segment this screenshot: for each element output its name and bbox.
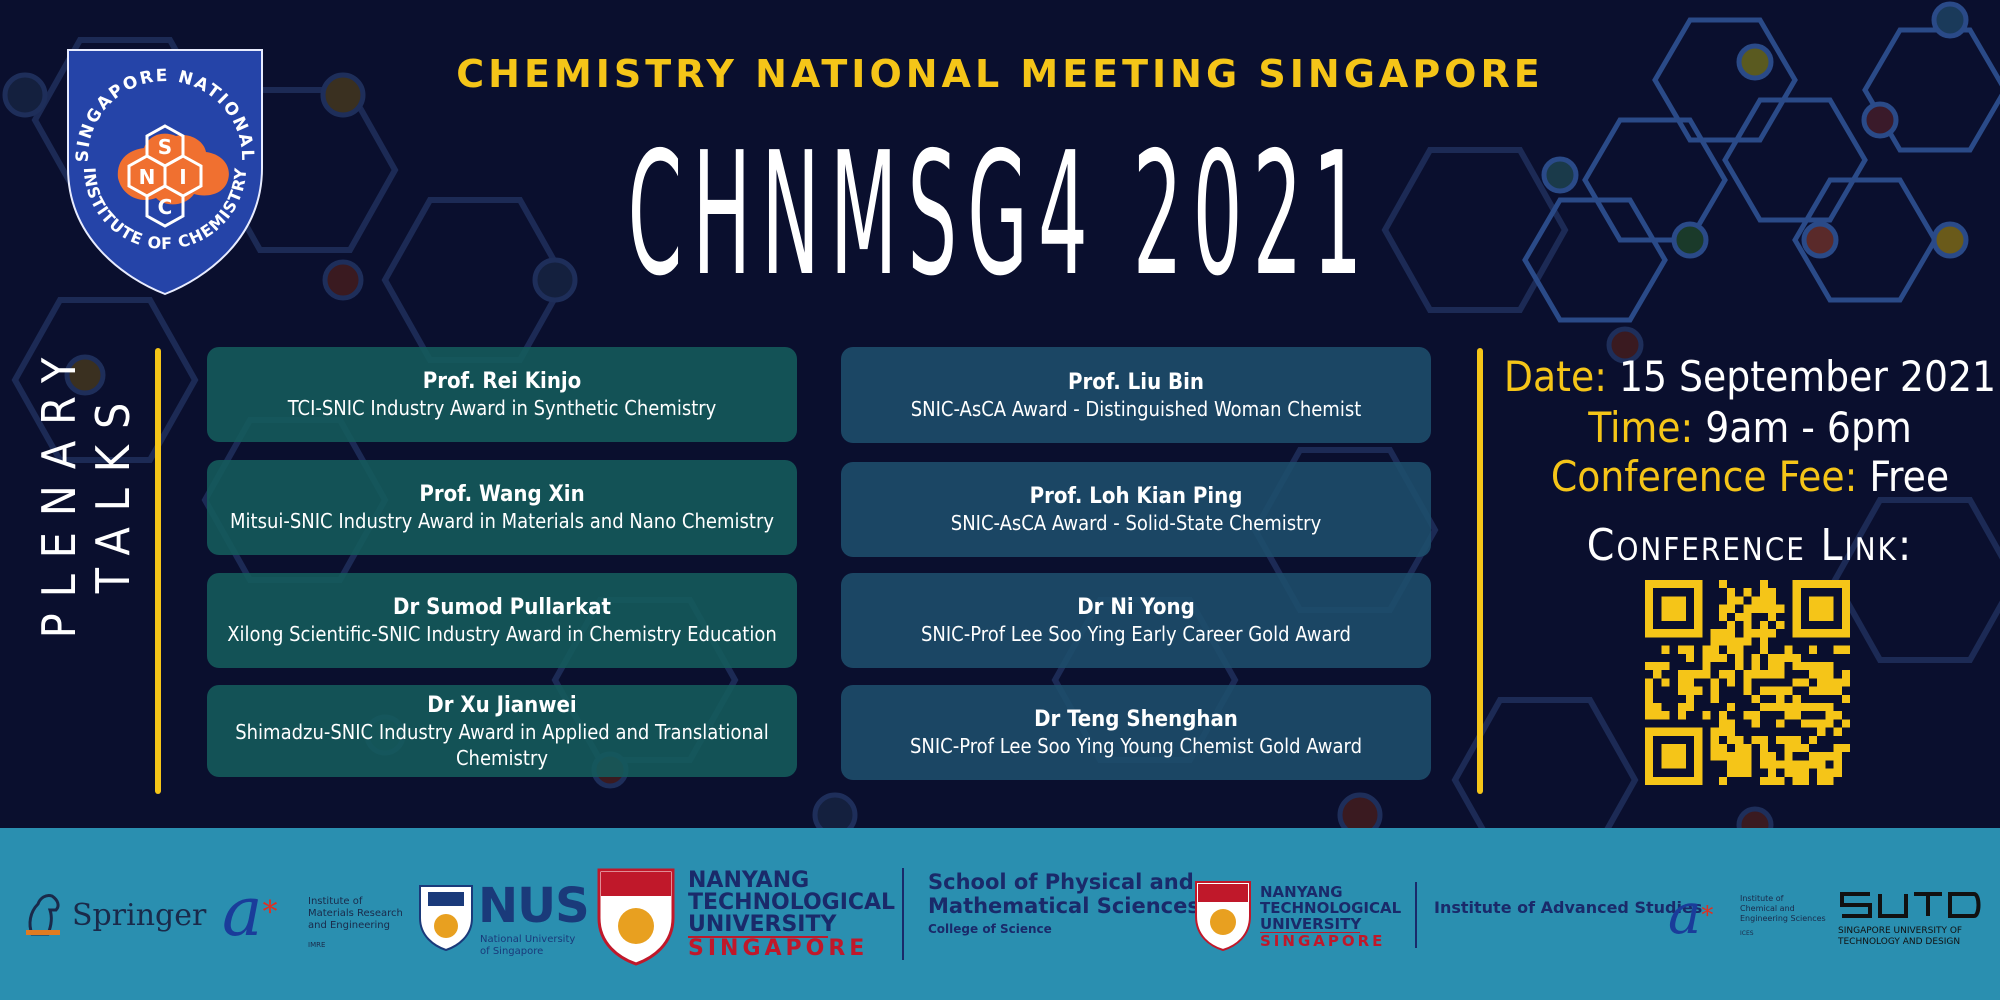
ntu-small-line-4: SINGAPORE [1260,932,1386,950]
springer-logo-text: Springer [72,898,207,933]
speaker-card: Prof. Rei Kinjo TCI-SNIC Industry Award … [207,347,797,442]
speaker-award: Mitsui-SNIC Industry Award in Materials … [230,509,774,533]
nus-subtitle-2: of Singapore [480,946,544,957]
ntu-line-2: TECHNOLOGICAL [688,890,896,915]
logo-divider [902,868,904,960]
speaker-name: Dr Teng Shenghan [1034,707,1238,732]
logo-divider [1415,882,1417,948]
speaker-card: Dr Ni Yong SNIC-Prof Lee Soo Ying Early … [841,573,1431,668]
speaker-name: Prof. Rei Kinjo [422,369,582,394]
speaker-card: Dr Sumod Pullarkat Xilong Scientific-SNI… [207,573,797,668]
speaker-card: Dr Teng Shenghan SNIC-Prof Lee Soo Ying … [841,685,1431,780]
speaker-card: Prof. Liu Bin SNIC-AsCA Award - Distingu… [841,347,1431,443]
ntu-crest-icon [597,868,675,966]
date-line: Date: 15 September 2021 [1500,352,2000,402]
spms-name: School of Physical and Mathematical Scie… [928,870,1200,918]
conference-link-label: Conference Link: [1586,520,1914,571]
ices-abbr: ICES [1740,930,1754,937]
speaker-award: SNIC-Prof Lee Soo Ying Young Chemist Gol… [909,734,1363,758]
imre-line-2: Materials Research [308,908,403,919]
ices-line-1: Institute of [1740,894,1784,903]
nus-logo-text: NUS [478,878,590,934]
event-title: CHNMSG4 2021 [627,116,1373,314]
fee-value: Free [1869,452,1950,501]
speaker-card: Dr Xu Jianwei Shimadzu-SNIC Industry Awa… [207,685,797,777]
right-divider-line [1477,348,1483,794]
emblem-letter-s: S [158,135,172,159]
ices-line-3: Engineering Sciences [1740,914,1826,923]
speaker-name: Prof. Loh Kian Ping [1029,484,1243,509]
spms-line-2: Mathematical Sciences [928,894,1200,918]
sutd-line-2: TECHNOLOGY AND DESIGN [1838,937,1961,947]
speaker-award: SNIC-Prof Lee Soo Ying Early Career Gold… [921,622,1351,646]
spms-college: College of Science [928,922,1052,936]
ias-name: Institute of Advanced Studies [1434,898,1703,917]
speaker-name: Dr Xu Jianwei [427,692,577,718]
speaker-award: Xilong Scientific-SNIC Industry Award in… [227,622,777,646]
plenary-talks-label: PLENARY TALKS [32,341,140,639]
ntu-name: NANYANG TECHNOLOGICAL UNIVERSITY SINGAPO… [688,870,895,960]
speaker-name: Prof. Liu Bin [1068,369,1204,395]
speaker-award: TCI-SNIC Industry Award in Synthetic Che… [287,396,717,420]
astar-imre-mark: a* [222,873,278,952]
emblem-letter-n: N [139,165,156,189]
nus-subtitle-1: National University [480,934,576,945]
conference-qr-code[interactable] [1645,580,1850,785]
speaker-card: Prof. Wang Xin Mitsui-SNIC Industry Awar… [207,460,797,555]
time-line: Time: 9am - 6pm [1500,403,2000,453]
springer-horse-icon [26,894,60,936]
left-divider-line [155,348,161,794]
sutd-name: SINGAPORE UNIVERSITY OF TECHNOLOGY AND D… [1838,926,1962,948]
speaker-name: Prof. Wang Xin [419,482,585,507]
ntu-line-4: SINGAPORE [688,936,869,961]
speaker-award: SNIC-AsCA Award - Solid-State Chemistry [950,511,1322,535]
emblem-letter-c: C [158,195,173,219]
date-label: Date: [1503,352,1607,401]
astar-ices-mark: a* [1668,882,1714,947]
spms-line-1: School of Physical and [928,870,1194,894]
sponsor-footer: Springer a* Institute of Materials Resea… [0,828,2000,1000]
ntu-small-line-3: UNIVERSITY [1260,915,1362,933]
ntu-line-3: UNIVERSITY [688,912,837,937]
emblem-letter-i: I [179,165,186,189]
speaker-award: Shimadzu-SNIC Industry Award in Applied … [235,719,769,770]
ntu-name-small: NANYANG TECHNOLOGICAL UNIVERSITY SINGAPO… [1260,884,1401,949]
imre-name: Institute of Materials Research and Engi… [308,896,403,932]
fee-label: Conference Fee: [1550,452,1858,501]
ntu-small-line-1: NANYANG [1260,883,1343,901]
imre-abbr: IMRE [308,941,326,949]
nus-crest-icon [419,885,473,952]
sutd-line-1: SINGAPORE UNIVERSITY OF [1838,926,1963,936]
snic-emblem: SINGAPORE NATIONAL INSTITUTE OF CHEMISTR… [67,49,263,296]
ntu-crest-small-icon [1195,881,1251,952]
imre-line-1: Institute of [308,896,363,907]
speaker-name: Dr Sumod Pullarkat [393,595,611,620]
sutd-logo-mark [1840,892,1981,918]
imre-line-3: and Engineering [308,920,390,931]
date-value: 15 September 2021 [1618,352,1997,401]
nus-subtitle: National University of Singapore [480,934,575,958]
ices-line-2: Chemical and [1740,904,1795,913]
speaker-award: SNIC-AsCA Award - Distinguished Woman Ch… [910,396,1362,421]
time-value: 9am - 6pm [1705,403,1912,452]
ntu-small-line-2: TECHNOLOGICAL [1260,899,1402,917]
speaker-card: Prof. Loh Kian Ping SNIC-AsCA Award - So… [841,462,1431,557]
meeting-kicker: CHEMISTRY NATIONAL MEETING SINGAPORE [456,52,1544,96]
ices-name: Institute of Chemical and Engineering Sc… [1740,894,1826,924]
fee-line: Conference Fee: Free [1500,452,2000,502]
time-label: Time: [1588,403,1694,452]
ntu-line-1: NANYANG [688,868,810,893]
speaker-name: Dr Ni Yong [1077,595,1195,620]
